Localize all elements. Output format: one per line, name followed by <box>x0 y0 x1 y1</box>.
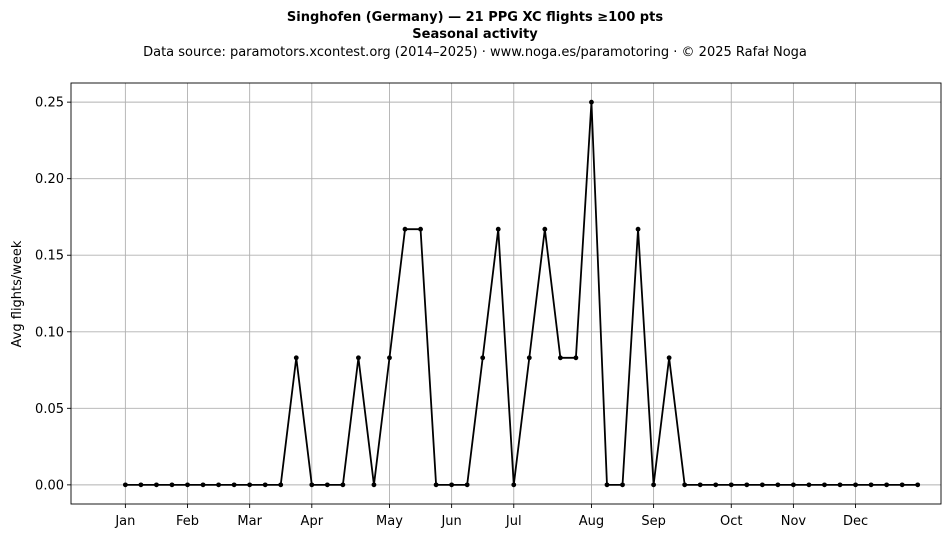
data-point <box>169 482 175 488</box>
data-point <box>868 482 874 488</box>
data-point <box>449 482 455 488</box>
data-point <box>262 482 268 488</box>
x-tick-label: Oct <box>720 514 742 529</box>
data-point <box>480 355 486 361</box>
y-tick-label: 0.00 <box>35 478 64 493</box>
x-tick-label: Feb <box>176 514 199 529</box>
chart-title: Singhofen (Germany) — 21 PPG XC flights … <box>287 10 663 25</box>
data-point <box>899 482 905 488</box>
data-point <box>418 226 423 232</box>
data-point <box>542 226 548 232</box>
data-point <box>216 482 221 488</box>
data-point <box>713 482 719 488</box>
data-point <box>138 482 144 488</box>
series-line <box>125 102 918 486</box>
data-point <box>340 482 346 488</box>
chart-subtitle: Seasonal activity <box>412 27 538 42</box>
data-point <box>620 482 625 488</box>
plot-frame <box>70 82 942 505</box>
data-point <box>806 482 812 488</box>
x-tick-label: Jan <box>114 514 135 529</box>
data-point <box>122 482 128 488</box>
y-tick-label: 0.20 <box>35 172 64 187</box>
data-point <box>526 355 532 361</box>
x-tick-label: Mar <box>237 514 262 529</box>
x-tick-label: Sep <box>641 514 666 529</box>
x-tick-label: Dec <box>843 514 868 529</box>
data-point <box>200 482 206 488</box>
data-point <box>247 482 253 488</box>
y-axis-label: Avg flights/week <box>10 240 25 347</box>
data-point <box>837 482 843 488</box>
data-point <box>371 482 377 488</box>
data-point <box>573 355 579 361</box>
data-point <box>666 355 672 361</box>
x-tick-label: Nov <box>781 514 807 529</box>
data-point <box>651 482 656 488</box>
y-tick-label: 0.05 <box>35 402 64 417</box>
data-point <box>853 482 858 488</box>
data-point <box>464 482 470 488</box>
data-point <box>495 226 501 232</box>
data-point <box>433 482 439 488</box>
data-point <box>231 482 237 488</box>
data-point <box>822 482 827 488</box>
x-tick-label: Aug <box>579 514 604 529</box>
y-tick-label: 0.10 <box>35 325 64 340</box>
data-point <box>697 482 703 488</box>
data-point <box>744 482 750 488</box>
x-tick-label: Jun <box>440 514 461 529</box>
x-tick-label: Apr <box>301 514 324 529</box>
data-point <box>791 482 796 488</box>
data-point <box>915 482 921 488</box>
data-point <box>185 482 190 488</box>
data-point <box>293 355 299 361</box>
data-point <box>309 482 315 488</box>
y-tick-label: 0.15 <box>35 249 64 264</box>
data-point <box>154 482 159 488</box>
data-point <box>387 355 392 361</box>
data-point <box>635 226 641 232</box>
chart-source-note: Data source: paramotors.xcontest.org (20… <box>143 45 807 60</box>
data-point <box>402 226 408 232</box>
axes: Jan Feb Mar Apr May Jun Jul Aug Sep Oct Nov Dec 0.00… <box>35 82 942 529</box>
data-point <box>775 482 781 488</box>
data-point <box>356 355 361 361</box>
data-point <box>759 482 765 488</box>
grid-lines <box>71 83 941 504</box>
data-point <box>884 482 890 488</box>
data-point <box>278 482 284 488</box>
data-point <box>589 99 594 105</box>
series-layer <box>122 99 921 488</box>
x-tick-label: Jul <box>505 514 522 529</box>
data-point <box>557 355 563 361</box>
y-tick-label: 0.25 <box>35 96 64 111</box>
data-point <box>324 482 330 488</box>
data-point <box>511 482 517 488</box>
data-point <box>728 482 734 488</box>
x-tick-label: May <box>376 514 403 529</box>
data-point <box>604 482 610 488</box>
data-point <box>682 482 688 488</box>
